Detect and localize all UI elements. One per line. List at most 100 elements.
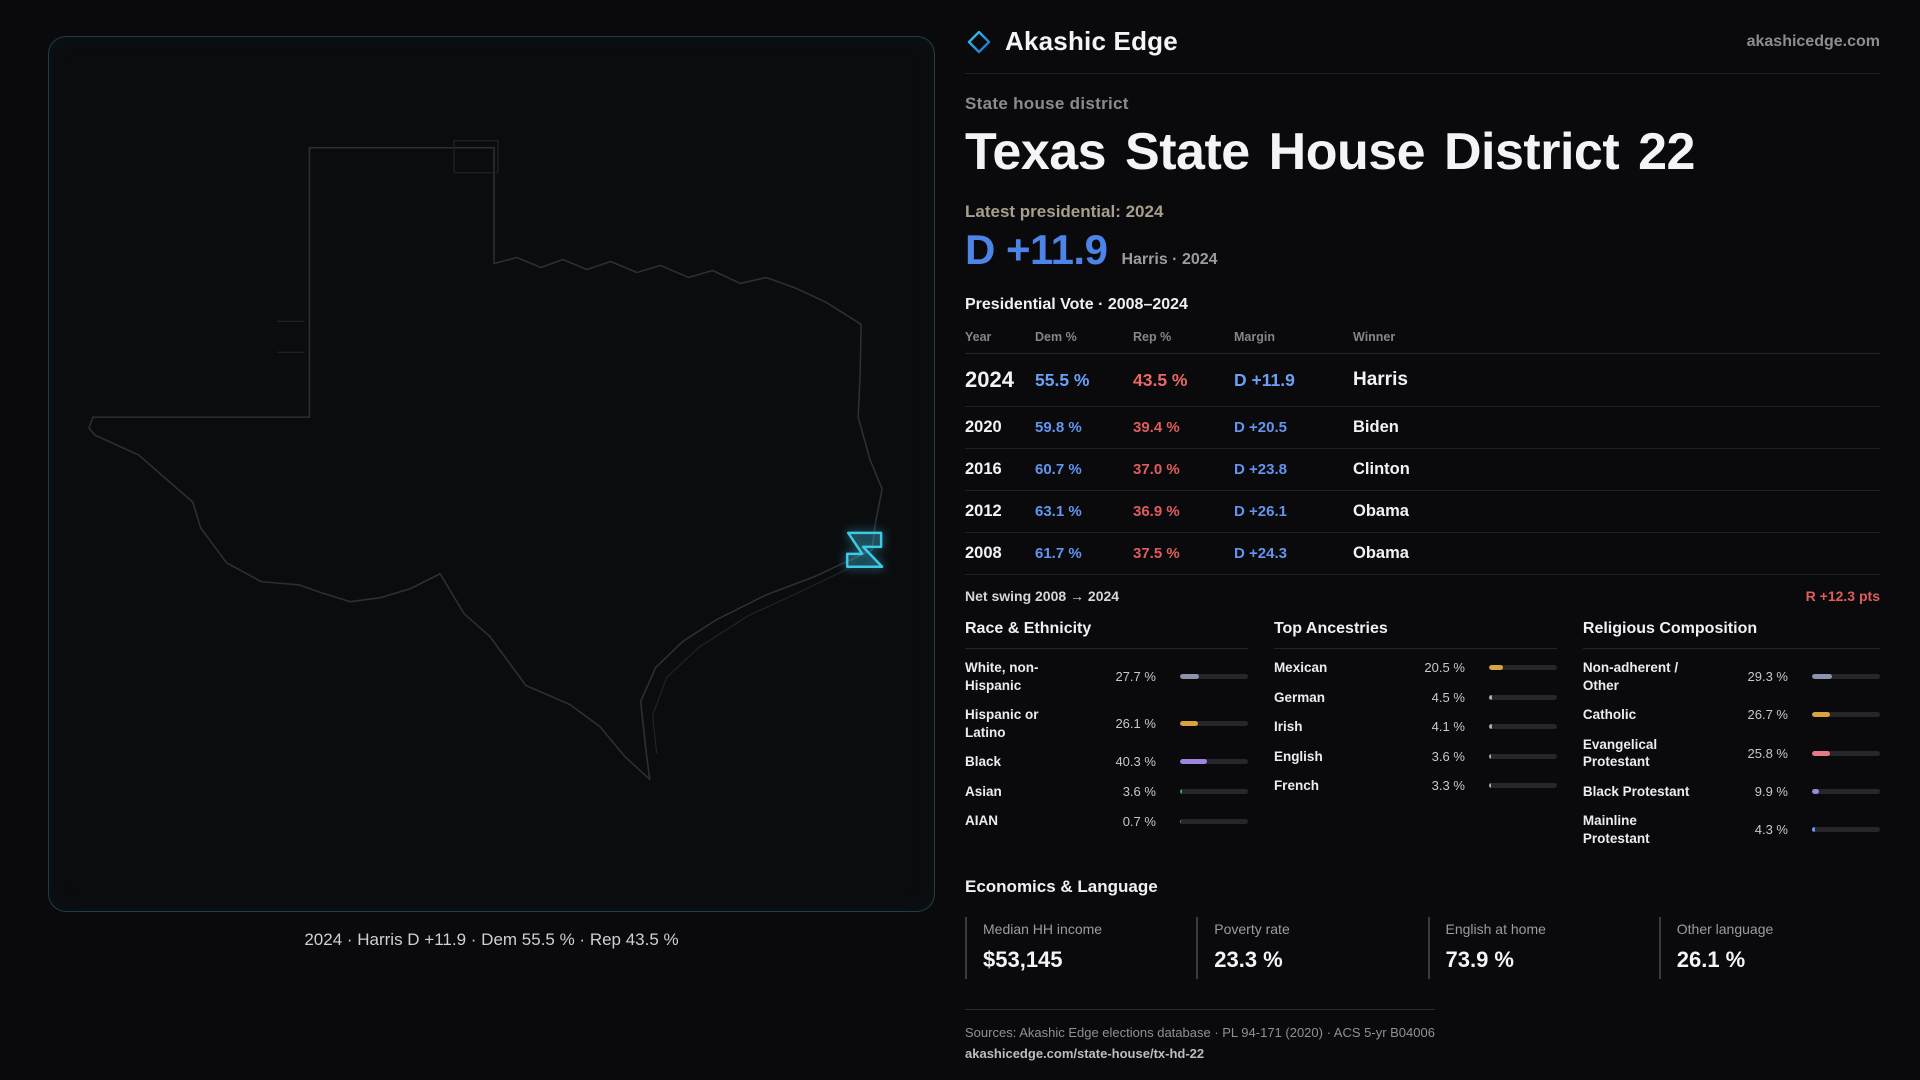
cell-winner: Clinton xyxy=(1353,448,1880,491)
col-header-margin: Margin xyxy=(1234,322,1353,354)
cell-margin: D +26.1 xyxy=(1234,490,1353,533)
demo-bar-fill xyxy=(1179,759,1208,765)
stat-value: $53,145 xyxy=(983,947,1063,973)
stat-label: Median HH income xyxy=(983,921,1103,938)
stat-label: English at home xyxy=(1445,921,1546,938)
demo-value: 29.3 % xyxy=(1747,669,1788,685)
demo-bar-track xyxy=(1488,665,1557,671)
demo-value: 3.6 % xyxy=(1122,784,1156,799)
religion-column-title: Religious Composition xyxy=(1582,620,1880,649)
cell-year: 2012 xyxy=(965,490,1035,533)
cell-margin: D +23.8 xyxy=(1234,448,1353,491)
demo-row: Asian 3.6 % xyxy=(965,777,1248,807)
stat-label: Poverty rate xyxy=(1214,921,1290,938)
cell-dem-pct: 55.5 % xyxy=(1035,353,1133,407)
demo-row: White, non-Hispanic 27.7 % xyxy=(965,653,1248,700)
race-ethnicity-column: Race & Ethnicity White, non-Hispanic 27.… xyxy=(965,620,1248,853)
demo-label: English xyxy=(1273,748,1323,764)
brand-domain-link[interactable]: akashicedge.com xyxy=(1746,32,1880,50)
demo-bar-fill xyxy=(1488,724,1492,730)
cell-winner: Obama xyxy=(1353,532,1880,575)
net-swing-value: R +12.3 pts xyxy=(1805,588,1880,604)
table-header-row: Year Dem % Rep % Margin Winner xyxy=(965,322,1880,354)
sources-text: Sources: Akashic Edge elections database… xyxy=(965,1025,1435,1041)
demo-bar-track xyxy=(1179,789,1248,794)
stat-poverty-rate: Poverty rate 23.3 % xyxy=(1196,917,1417,980)
stat-value: 26.1 % xyxy=(1676,947,1746,973)
stat-value: 73.9 % xyxy=(1445,947,1515,973)
cell-rep-pct: 43.5 % xyxy=(1133,353,1234,407)
texas-map xyxy=(88,140,884,781)
demo-row: Irish 4.1 % xyxy=(1274,712,1557,742)
texas-outline xyxy=(88,146,883,781)
demo-bar-fill xyxy=(1488,753,1492,759)
demo-label: Evangelical Protestant xyxy=(1582,736,1658,770)
demo-bar-track xyxy=(1812,789,1880,794)
cell-year: 2020 xyxy=(965,406,1035,449)
demo-bar-track xyxy=(1488,753,1557,759)
demo-row: Mexican 20.5 % xyxy=(1274,653,1557,683)
demo-value: 3.3 % xyxy=(1431,778,1465,794)
demo-label: Black Protestant xyxy=(1582,783,1690,799)
stat-value: 23.3 % xyxy=(1214,947,1283,973)
demo-bar-track xyxy=(1812,712,1880,718)
cell-dem-pct: 63.1 % xyxy=(1035,490,1133,533)
cell-winner: Obama xyxy=(1353,490,1880,533)
ancestries-column-title: Top Ancestries xyxy=(1273,620,1557,649)
demo-bar-track xyxy=(1812,674,1880,680)
map-section: 2024 · Harris D +11.9 · Dem 55.5 % · Rep… xyxy=(0,0,935,1080)
stat-label: Other language xyxy=(1676,921,1774,938)
stat-median-hh-income: Median HH income $53,145 xyxy=(965,917,1186,980)
demo-bar-track xyxy=(1488,724,1557,730)
demo-bar-track xyxy=(1179,721,1248,727)
demo-value: 25.8 % xyxy=(1747,745,1788,761)
net-swing-label: Net swing 2008 → 2024 xyxy=(965,588,1120,604)
headline-margin-block: D +11.9 Harris · 2024 xyxy=(965,226,1880,274)
demo-label: Non-adherent / Other xyxy=(1582,660,1679,693)
demo-bar-track xyxy=(1488,694,1557,700)
demo-value: 4.1 % xyxy=(1431,719,1465,735)
demo-label: German xyxy=(1273,689,1325,705)
demo-label: AIAN xyxy=(965,813,998,829)
col-header-year: Year xyxy=(965,322,1035,354)
cell-dem-pct: 59.8 % xyxy=(1035,406,1133,449)
demographics-grid: Race & Ethnicity White, non-Hispanic 27.… xyxy=(965,620,1880,853)
footer-divider xyxy=(965,1009,1435,1011)
cell-rep-pct: 36.9 % xyxy=(1133,490,1234,533)
presidential-vote-table: Year Dem % Rep % Margin Winner 2024 55.5… xyxy=(965,322,1880,575)
demo-row: French 3.3 % xyxy=(1274,771,1557,801)
cell-year: 2024 xyxy=(965,353,1035,407)
race-column-title: Race & Ethnicity xyxy=(965,620,1248,649)
district-22-shape[interactable] xyxy=(845,531,884,569)
demo-row: Black Protestant 9.9 % xyxy=(1583,777,1880,807)
demo-label: Mainline Protestant xyxy=(1582,813,1650,846)
demo-value: 20.5 % xyxy=(1424,660,1465,676)
demo-row: Non-adherent / Other 29.3 % xyxy=(1583,653,1880,700)
demo-row: Catholic 26.7 % xyxy=(1583,700,1880,730)
demo-row: Black 40.3 % xyxy=(965,747,1248,777)
demo-label: Hispanic or Latino xyxy=(965,707,1039,740)
net-swing-row: Net swing 2008 → 2024 R +12.3 pts xyxy=(965,575,1880,604)
demo-bar-fill xyxy=(1812,789,1819,794)
demo-label: Asian xyxy=(965,783,1002,799)
demo-row: Mainline Protestant 4.3 % xyxy=(1583,806,1880,853)
stat-other-language: Other language 26.1 % xyxy=(1658,917,1880,980)
cell-rep-pct: 37.5 % xyxy=(1133,532,1234,575)
table-row: 2020 59.8 % 39.4 % D +20.5 Biden xyxy=(965,406,1880,449)
brand: Akashic Edge xyxy=(965,26,1178,57)
demo-label: Catholic xyxy=(1582,707,1637,723)
demo-bar-track xyxy=(1812,750,1880,756)
diamond-logo-icon xyxy=(967,30,991,53)
panhandle-artifact-box xyxy=(453,140,499,174)
permalink[interactable]: akashicedge.com/state-house/tx-hd-22 xyxy=(965,1046,1205,1062)
table-row: 2008 61.7 % 37.5 % D +24.3 Obama xyxy=(965,532,1880,575)
demo-bar-fill xyxy=(1179,789,1183,794)
demo-value: 4.3 % xyxy=(1754,822,1788,838)
district-type-kicker: State house district xyxy=(965,94,1129,113)
demo-bar-fill xyxy=(1812,827,1815,833)
table-row: 2016 60.7 % 37.0 % D +23.8 Clinton xyxy=(965,448,1880,491)
demo-row: German 4.5 % xyxy=(1274,683,1557,713)
demo-label: Mexican xyxy=(1273,660,1328,675)
stat-english-at-home: English at home 73.9 % xyxy=(1427,917,1649,980)
demo-value: 0.7 % xyxy=(1122,813,1156,829)
